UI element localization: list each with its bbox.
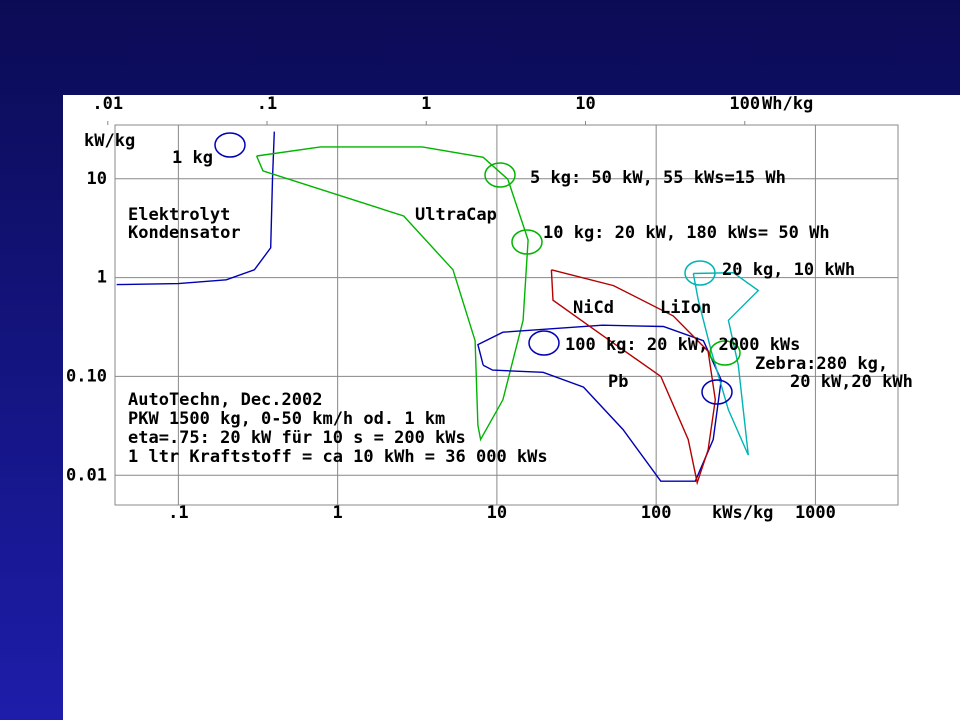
series-label: NiCd xyxy=(573,298,614,318)
annotation: 10 kg: 20 kW, 180 kWs= 50 Wh xyxy=(543,223,830,243)
series-label: UltraCap xyxy=(415,205,497,225)
x-tick-label: 10 xyxy=(487,503,507,523)
chart: .1 1 10 100 1000 10 1 0.10 0.01 .01 .1 1 10 100 kWs/kg… xyxy=(66,94,913,523)
series-line xyxy=(477,324,722,482)
y-tick-label: 10 xyxy=(87,169,107,189)
highlight-circle xyxy=(511,229,543,255)
x-tick-label: .1 xyxy=(168,503,188,523)
annotation: 100 kg: 20 kW, 2000 kWs xyxy=(565,335,800,355)
x-tick-label: 1 xyxy=(333,503,343,523)
x2-tick-label: .1 xyxy=(257,94,277,114)
plot-frame xyxy=(114,124,899,506)
y-tick-label: 0.01 xyxy=(66,465,107,485)
highlight-circle xyxy=(709,340,741,366)
x2-axis-label: Wh/kg xyxy=(762,94,813,114)
chart-panel xyxy=(63,95,960,720)
series-label: Elektrolyt xyxy=(128,205,230,225)
series-line xyxy=(255,146,529,442)
y-tick-label: 1 xyxy=(97,268,107,288)
annotation: Zebra:280 kg, xyxy=(755,354,888,374)
annotation: PKW 1500 kg, 0-50 km/h od. 1 km xyxy=(128,409,445,429)
x-tick-label: 1000 xyxy=(795,503,836,523)
y-axis-label: kW/kg xyxy=(84,131,135,151)
y-tick-label: 0.10 xyxy=(66,366,107,386)
x2-tick-label: .01 xyxy=(92,94,123,114)
annotation: 20 kW,20 kWh xyxy=(790,372,913,392)
highlight-circle xyxy=(484,162,516,188)
x2-tick-label: 1 xyxy=(421,94,431,114)
series-line xyxy=(550,269,717,486)
highlight-circle xyxy=(528,330,560,356)
annotation: 1 ltr Kraftstoff = ca 10 kWh = 36 000 kW… xyxy=(128,447,548,467)
annotation: 20 kg, 10 kWh xyxy=(722,260,855,280)
x2-tick-label: 10 xyxy=(575,94,595,114)
annotation: Kondensator xyxy=(128,223,241,243)
series-label: Pb xyxy=(608,372,628,392)
x2-tick-label: 100 xyxy=(729,94,760,114)
series-label: LiIon xyxy=(660,298,711,318)
annotation: 1 kg xyxy=(172,148,213,168)
series-line xyxy=(116,131,275,286)
annotation: eta=.75: 20 kW für 10 s = 200 kWs xyxy=(128,428,466,448)
series-line xyxy=(692,271,760,456)
annotation: AutoTechn, Dec.2002 xyxy=(128,390,322,410)
x-axis-label: kWs/kg xyxy=(712,503,773,523)
highlight-circle xyxy=(701,379,733,405)
highlight-circle xyxy=(684,260,716,286)
annotation: 5 kg: 50 kW, 55 kWs=15 Wh xyxy=(530,168,786,188)
x-tick-label: 100 xyxy=(641,503,672,523)
highlight-circle xyxy=(214,132,246,158)
